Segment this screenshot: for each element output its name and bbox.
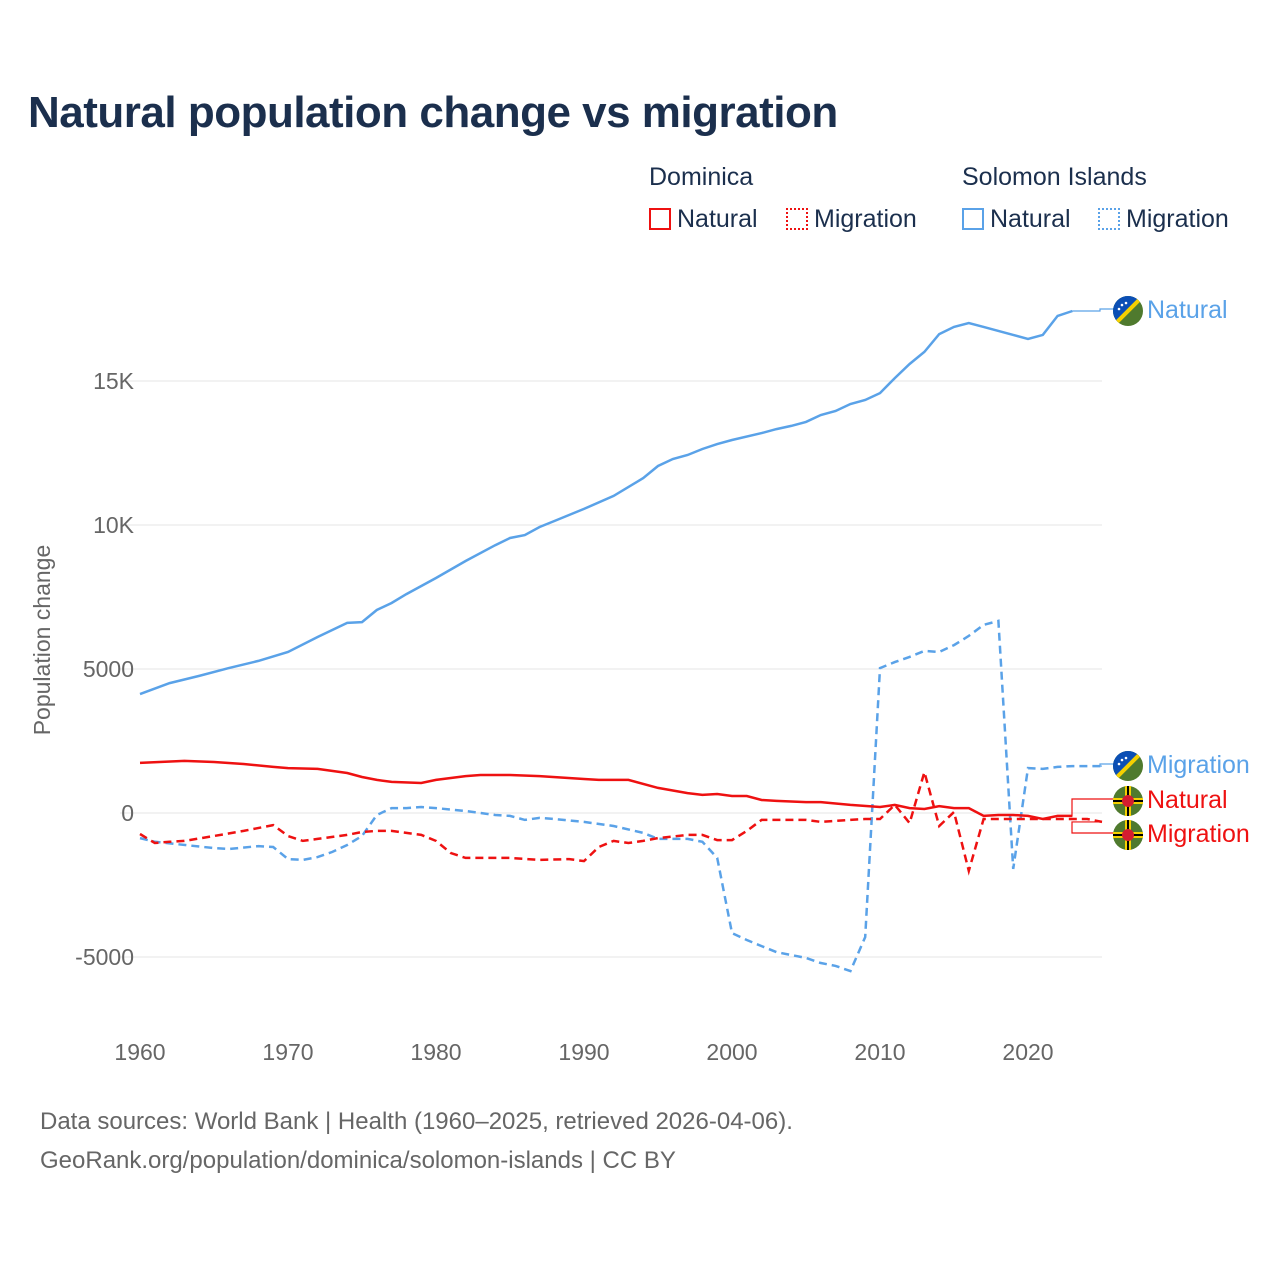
legend-item[interactable]: Natural [649, 205, 758, 234]
x-tick-label: 2020 [1002, 1039, 1053, 1065]
label-connector [1071, 821, 1114, 834]
source-text: Data sources: World Bank | Health (1960–… [40, 1108, 793, 1135]
x-tick-label: 1990 [558, 1039, 609, 1065]
series-line-dominica-migration [139, 767, 1103, 876]
legend-item[interactable]: Migration [1098, 205, 1229, 234]
legend-item[interactable]: Natural [962, 205, 1071, 234]
x-tick-label: 2010 [854, 1039, 905, 1065]
y-tick-label: -5000 [75, 944, 134, 970]
x-tick-label: 2000 [706, 1039, 757, 1065]
series-line-dominica-natural [139, 759, 1073, 821]
dominica-flag-icon [1113, 820, 1143, 850]
series-line-solomon-islands-migration [139, 619, 1102, 973]
label-connector [1099, 763, 1114, 767]
label-connector [1071, 798, 1114, 817]
legend-swatch [649, 208, 671, 230]
x-tick-label: 1960 [114, 1039, 165, 1065]
solomon-islands-flag-icon [1113, 751, 1143, 781]
source-link[interactable]: GeoRank.org/population/dominica/solomon-… [40, 1147, 676, 1174]
dominica-flag-icon [1113, 786, 1143, 816]
label-connector [1072, 308, 1114, 312]
legend-swatch [1098, 208, 1120, 230]
y-tick-label: 5000 [83, 656, 134, 682]
legend-item[interactable]: Migration [786, 205, 917, 234]
legend-swatch [962, 208, 984, 230]
series-end-label: Migration [1147, 820, 1250, 848]
legend-group-title: Solomon Islands [962, 163, 1147, 191]
series-line-solomon-islands-natural [139, 309, 1073, 696]
legend-group-title: Dominica [649, 163, 754, 191]
y-tick-label: 0 [121, 800, 134, 826]
chart-title: Natural population change vs migration [28, 88, 838, 137]
series-end-label: Natural [1147, 786, 1228, 814]
y-axis-label: Population change [29, 545, 55, 736]
y-tick-label: 15K [93, 368, 135, 394]
x-tick-label: 1970 [262, 1039, 313, 1065]
solomon-islands-flag-icon [1113, 296, 1143, 326]
x-tick-label: 1980 [410, 1039, 461, 1065]
series-end-label: Natural [1147, 296, 1228, 324]
y-tick-label: 10K [93, 512, 135, 538]
series-end-label: Migration [1147, 751, 1250, 779]
legend-swatch [786, 208, 808, 230]
